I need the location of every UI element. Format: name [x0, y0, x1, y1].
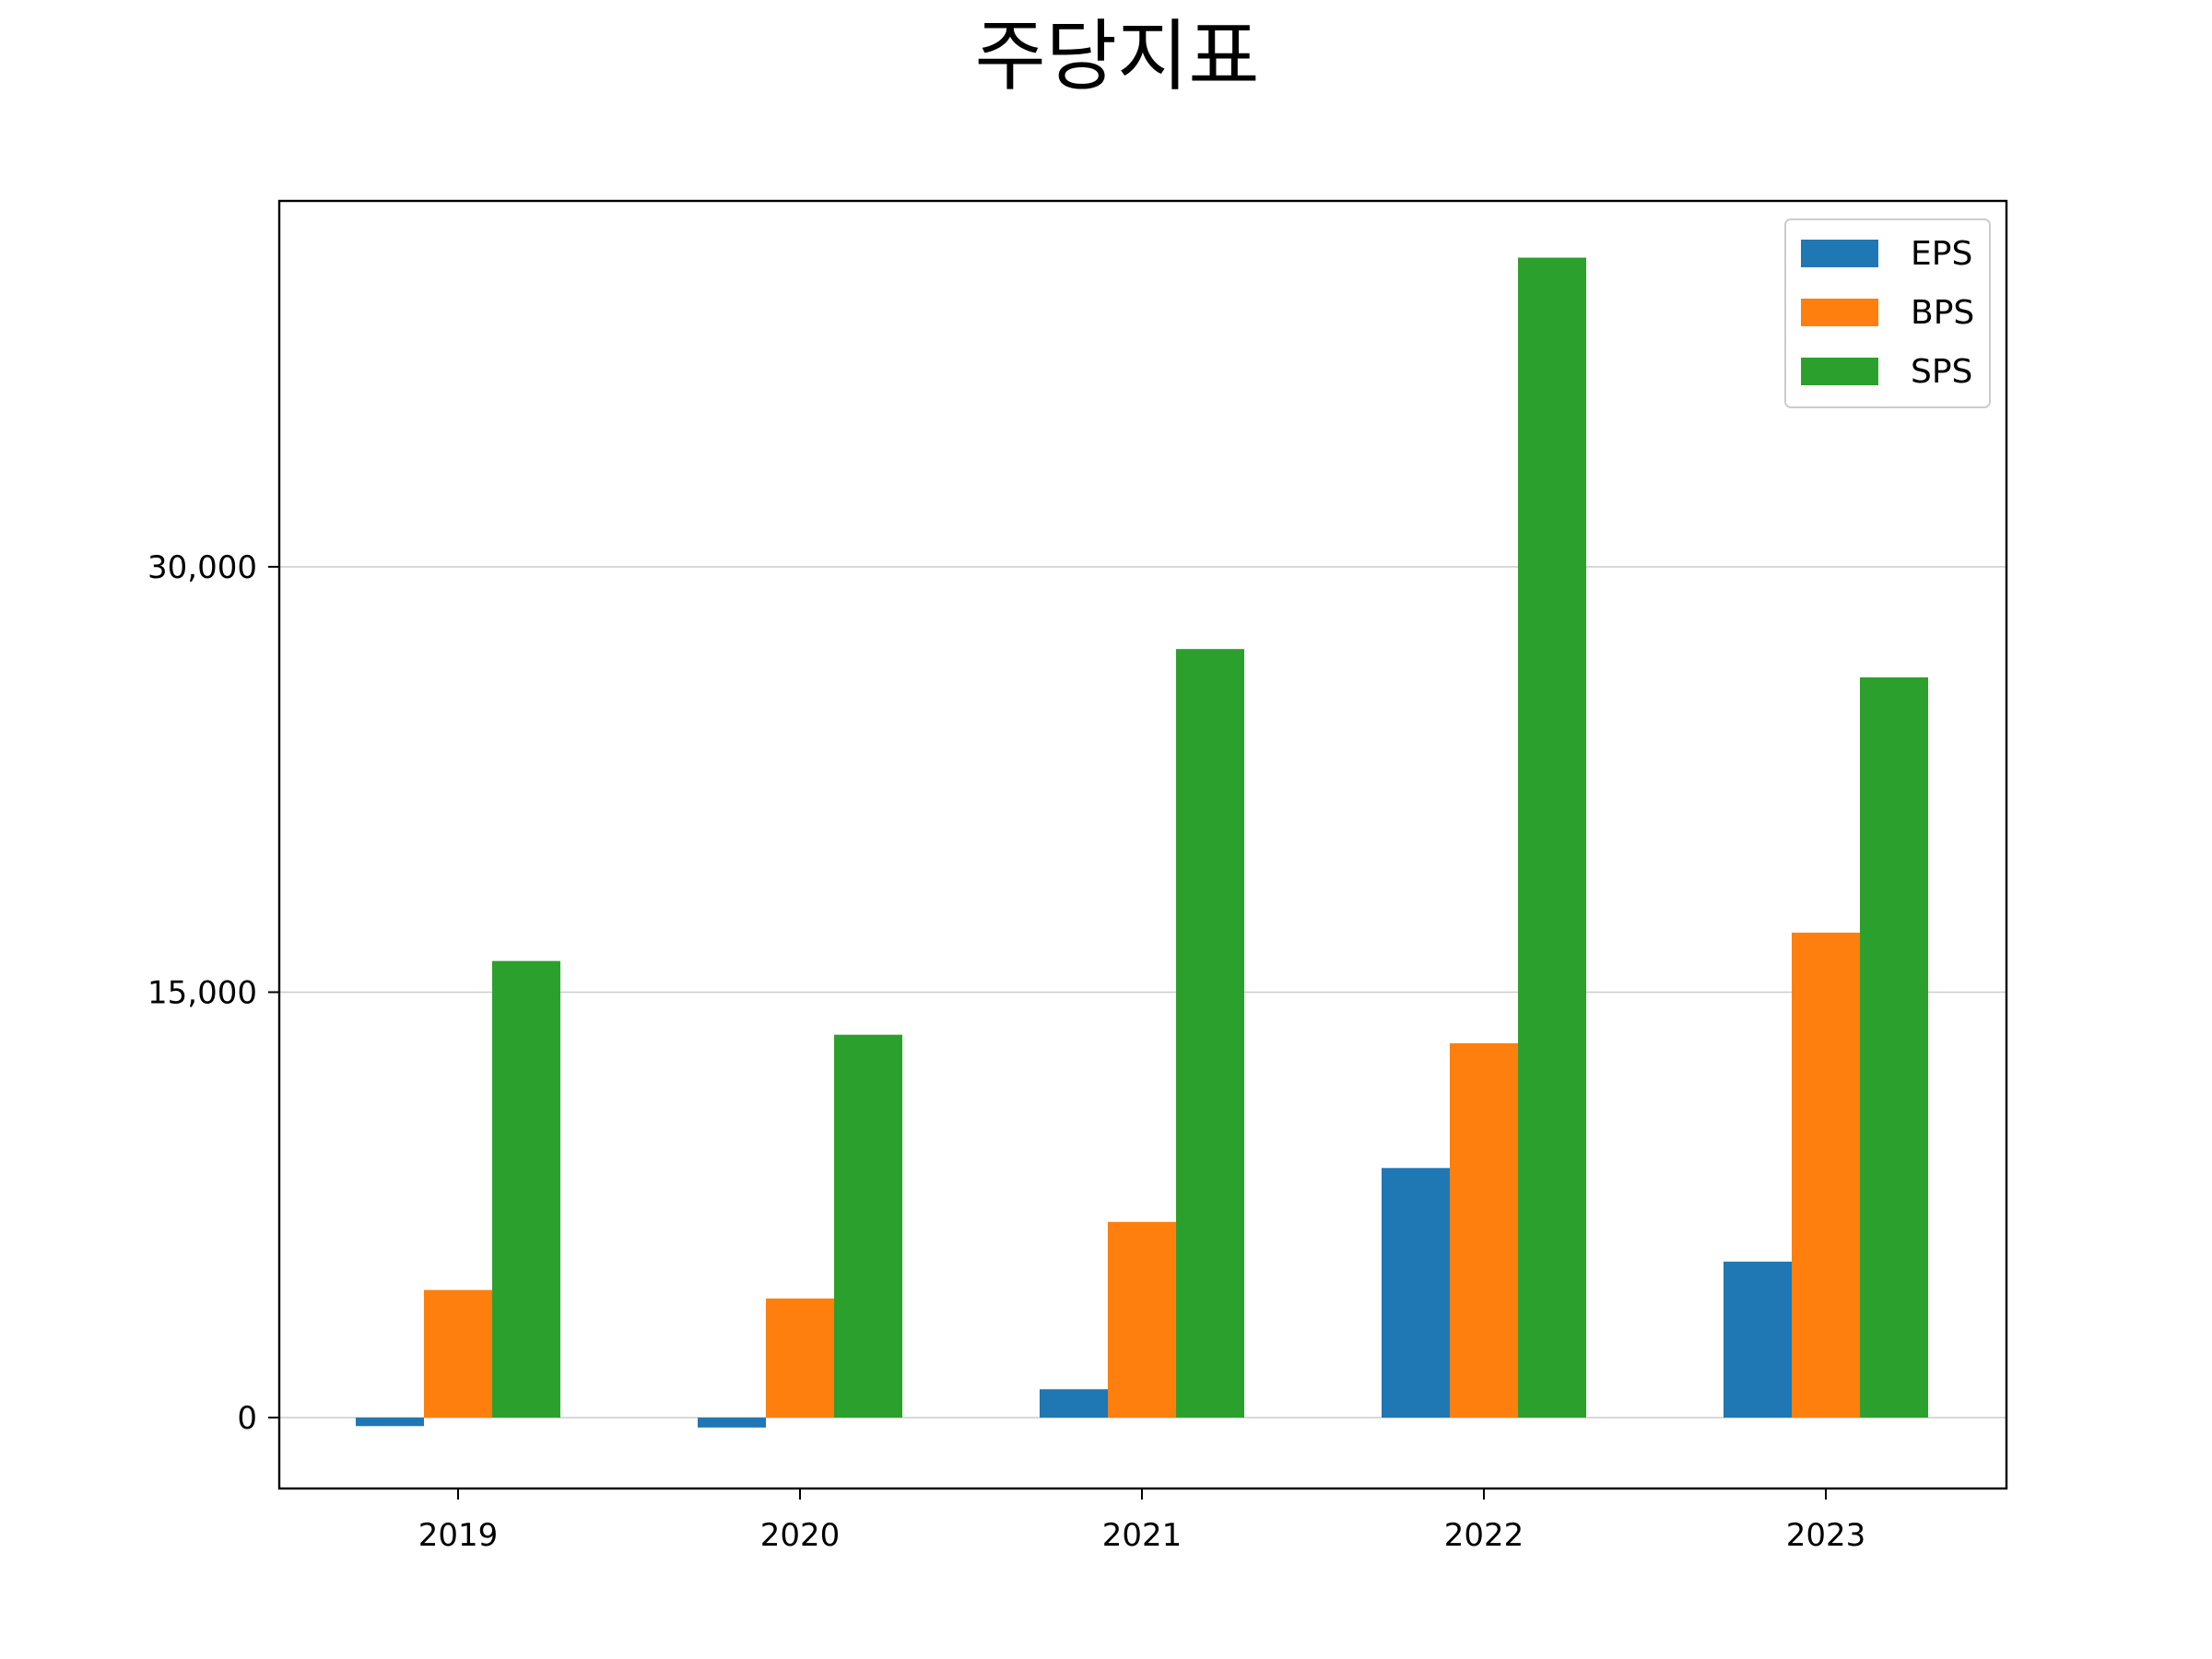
bar-eps-2019 — [356, 1418, 424, 1427]
x-tick-label-4: 2023 — [1786, 1517, 1866, 1554]
legend-label-sps: SPS — [1911, 353, 1972, 391]
bar-eps-2023 — [1724, 1261, 1792, 1418]
x-tick-label-1: 2020 — [760, 1517, 841, 1554]
bar-sps-2023 — [1860, 677, 1928, 1418]
y-tick-label-2: 30,000 — [147, 549, 257, 586]
bar-sps-2019 — [492, 960, 560, 1418]
chart-title: 주당지표 — [974, 11, 1259, 101]
legend: EPS BPS SPS — [1784, 218, 1991, 408]
x-tick-label-0: 2019 — [418, 1517, 499, 1554]
bar-bps-2023 — [1792, 932, 1860, 1418]
bar-sps-2020 — [834, 1034, 902, 1418]
bar-eps-2021 — [1040, 1389, 1108, 1418]
bar-bps-2019 — [424, 1289, 492, 1418]
x-tick-label-3: 2022 — [1444, 1517, 1524, 1554]
y-tick-label-0: 0 — [237, 1400, 257, 1437]
bar-eps-2020 — [698, 1418, 766, 1428]
bar-eps-2022 — [1382, 1168, 1450, 1418]
bar-sps-2022 — [1518, 257, 1586, 1418]
bar-bps-2020 — [766, 1298, 834, 1418]
bar-bps-2022 — [1450, 1042, 1518, 1418]
x-tick-label-2: 2021 — [1102, 1517, 1182, 1554]
legend-label-bps: BPS — [1911, 294, 1974, 332]
legend-swatch-bps — [1801, 299, 1878, 326]
legend-label-eps: EPS — [1911, 235, 1972, 273]
bar-bps-2021 — [1108, 1221, 1176, 1418]
bar-sps-2021 — [1176, 649, 1244, 1418]
axes: 0 15,000 30,000 2019 2020 2021 2022 2023 — [147, 549, 1865, 1554]
bar-group — [356, 257, 1928, 1428]
legend-swatch-eps — [1801, 240, 1878, 267]
legend-swatch-sps — [1801, 358, 1878, 385]
y-tick-label-1: 15,000 — [147, 975, 257, 1012]
